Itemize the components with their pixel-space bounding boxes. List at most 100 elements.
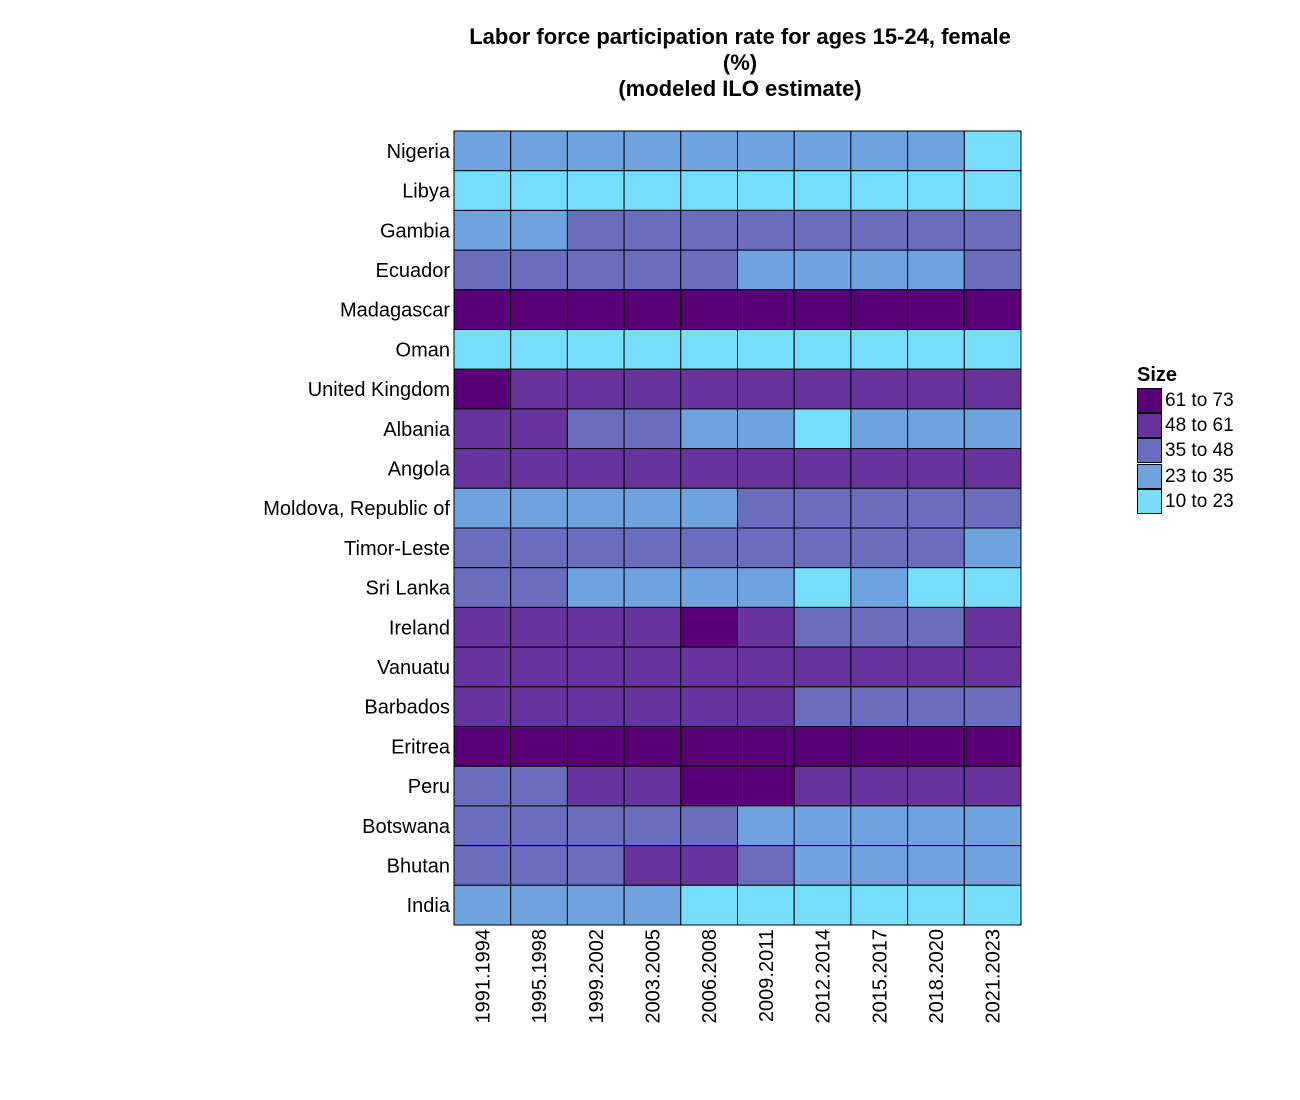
heatmap-cell: Sri Lanka 2021.2023: 10 to 23	[963, 567, 1022, 608]
legend-label: 23 to 35	[1165, 465, 1234, 487]
heatmap-cell: Angola 1991.1994: 48 to 61	[453, 448, 512, 489]
heatmap-cell: Vanuatu 2012.2014: 48 to 61	[793, 646, 852, 688]
heatmap-cell: United Kingdom 1991.1994: 61 to 73	[453, 368, 512, 410]
heatmap-cell: Timor-Leste 2018.2020: 35 to 48	[907, 527, 965, 569]
x-tick-label: 2006.2008	[699, 929, 721, 1024]
heatmap-cell: Angola 2003.2005: 48 to 61	[623, 448, 682, 489]
heatmap-cell: Eritrea 1995.1998: 61 to 73	[510, 726, 568, 767]
heatmap-cell: Nigeria 1999.2002: 23 to 35	[566, 130, 625, 172]
heatmap-cell: Albania 2021.2023: 23 to 35	[963, 408, 1022, 450]
heatmap-cell: Eritrea 2018.2020: 61 to 73	[907, 726, 965, 767]
y-tick-label: Gambia	[380, 220, 451, 242]
heatmap-cell: Vanuatu 1999.2002: 48 to 61	[566, 646, 625, 688]
heatmap-cell: Madagascar 2009.2011: 61 to 73	[737, 289, 795, 330]
y-tick-label: Moldova, Republic of	[263, 498, 450, 520]
legend-item: 61 to 73	[1137, 388, 1234, 413]
heatmap-cell: Sri Lanka 2012.2014: 10 to 23	[793, 567, 852, 608]
heatmap-cell: Albania 2018.2020: 23 to 35	[907, 408, 965, 450]
y-tick-label: Ireland	[389, 617, 450, 639]
heatmap-cell: India 2015.2017: 10 to 23	[850, 884, 909, 926]
heatmap-cell: Peru 2006.2008: 61 to 73	[680, 765, 738, 807]
heatmap-cell: India 2006.2008: 10 to 23	[680, 884, 738, 926]
x-tick-label: 2018.2020	[926, 929, 948, 1024]
heatmap-cell: Albania 1991.1994: 48 to 61	[453, 408, 512, 450]
heatmap-cell: Sri Lanka 1995.1998: 35 to 48	[510, 567, 568, 608]
heatmap-cell: Oman 2006.2008: 10 to 23	[680, 329, 738, 370]
heatmap-cell: Oman 1999.2002: 10 to 23	[566, 329, 625, 370]
chart-title-line-2: (%)	[722, 50, 758, 75]
heatmap-cell: Bhutan 1995.1998: 35 to 48	[510, 845, 568, 886]
heatmap-cell: Moldova, Republic of 2018.2020: 35 to 48	[907, 487, 965, 529]
heatmap-cell: United Kingdom 1995.1998: 48 to 61	[510, 368, 568, 410]
heatmap-cell: Madagascar 2018.2020: 61 to 73	[907, 289, 965, 330]
heatmap-cell: Bhutan 2006.2008: 48 to 61	[680, 845, 738, 886]
heatmap-cell: Bhutan 2009.2011: 35 to 48	[737, 845, 795, 886]
heatmap-cell: United Kingdom 1999.2002: 48 to 61	[566, 368, 625, 410]
heatmap-cell: Timor-Leste 1995.1998: 35 to 48	[510, 527, 568, 569]
heatmap-cell: Moldova, Republic of 2015.2017: 35 to 48	[850, 487, 909, 529]
heatmap-cell: Barbados 2021.2023: 35 to 48	[963, 686, 1022, 727]
heatmap-cell: Peru 2009.2011: 61 to 73	[737, 765, 795, 807]
heatmap-cell: Timor-Leste 1991.1994: 35 to 48	[453, 527, 512, 569]
heatmap-cell: Barbados 2018.2020: 35 to 48	[907, 686, 965, 727]
heatmap-cell: Bhutan 2012.2014: 23 to 35	[793, 845, 852, 886]
heatmap-cell: India 2003.2005: 23 to 35	[623, 884, 682, 926]
heatmap-cell: Libya 2021.2023: 10 to 23	[963, 170, 1022, 211]
heatmap-cell: Madagascar 1991.1994: 61 to 73	[453, 289, 512, 330]
heatmap-cell: Eritrea 2021.2023: 61 to 73	[963, 726, 1022, 767]
heatmap-cell: Moldova, Republic of 1999.2002: 23 to 35	[566, 487, 625, 529]
heatmap-cell: Eritrea 2015.2017: 61 to 73	[850, 726, 909, 767]
heatmap-cell: Barbados 1995.1998: 48 to 61	[510, 686, 568, 727]
heatmap-cell: Nigeria 2003.2005: 23 to 35	[623, 130, 682, 172]
legend-item: 35 to 48	[1137, 438, 1234, 463]
heatmap-cell: Madagascar 2006.2008: 61 to 73	[680, 289, 738, 330]
heatmap-cell: Angola 2018.2020: 48 to 61	[907, 448, 965, 489]
heatmap-cell: Eritrea 1991.1994: 61 to 73	[453, 726, 512, 767]
heatmap-cell: Moldova, Republic of 2012.2014: 35 to 48	[793, 487, 852, 529]
heatmap-cell: Barbados 2003.2005: 48 to 61	[623, 686, 682, 727]
heatmap-cell: India 1999.2002: 23 to 35	[566, 884, 625, 926]
heatmap-cell: Angola 2021.2023: 48 to 61	[963, 448, 1022, 489]
y-tick-label: Bhutan	[387, 855, 450, 877]
heatmap-cell: United Kingdom 2012.2014: 48 to 61	[793, 368, 852, 410]
heatmap-cell: Ecuador 2015.2017: 23 to 35	[850, 249, 909, 291]
y-tick-label: Sri Lanka	[366, 578, 451, 600]
heatmap-cell: Peru 2021.2023: 48 to 61	[963, 765, 1022, 807]
heatmap-cell: Eritrea 2009.2011: 61 to 73	[737, 726, 795, 767]
chart-title-line-3: (modeled ILO estimate)	[618, 76, 862, 101]
heatmap-cell: Moldova, Republic of 2006.2008: 23 to 35	[680, 487, 738, 529]
y-tick-label: Vanuatu	[377, 657, 450, 679]
heatmap-cell: Libya 1991.1994: 10 to 23	[453, 170, 512, 211]
heatmap-cell: Eritrea 2006.2008: 61 to 73	[680, 726, 738, 767]
heatmap-cell: Sri Lanka 1991.1994: 35 to 48	[453, 567, 512, 608]
heatmap-cell: Albania 2015.2017: 23 to 35	[850, 408, 909, 450]
heatmap-cell: Botswana 1991.1994: 35 to 48	[453, 805, 512, 847]
heatmap-cell: Botswana 2006.2008: 35 to 48	[680, 805, 738, 847]
heatmap-cell: Timor-Leste 2006.2008: 35 to 48	[680, 527, 738, 569]
heatmap-cell: Ireland 2021.2023: 48 to 61	[963, 606, 1022, 648]
heatmap-cell: Oman 2003.2005: 10 to 23	[623, 329, 682, 370]
heatmap-cell: Libya 1999.2002: 10 to 23	[566, 170, 625, 211]
heatmap-cell: Ecuador 1995.1998: 35 to 48	[510, 249, 568, 291]
heatmap-cell: United Kingdom 2015.2017: 48 to 61	[850, 368, 909, 410]
heatmap-cell: Botswana 2003.2005: 35 to 48	[623, 805, 682, 847]
heatmap-cell: India 1991.1994: 23 to 35	[453, 884, 512, 926]
heatmap-cell: Sri Lanka 2003.2005: 23 to 35	[623, 567, 682, 608]
heatmap-cell: Sri Lanka 2009.2011: 23 to 35	[737, 567, 795, 608]
heatmap-cell: Ecuador 1991.1994: 35 to 48	[453, 249, 512, 291]
heatmap-cell: Albania 2009.2011: 23 to 35	[737, 408, 795, 450]
legend-item: 23 to 35	[1137, 464, 1234, 489]
x-tick-label: 2009.2011	[756, 929, 778, 1022]
heatmap-cell: Gambia 2018.2020: 35 to 48	[907, 209, 965, 251]
heatmap-cell: India 1995.1998: 23 to 35	[510, 884, 568, 926]
x-tick-label: 2012.2014	[813, 929, 835, 1024]
heatmap-cell: Libya 1995.1998: 10 to 23	[510, 170, 568, 211]
heatmap-cell: Peru 2018.2020: 48 to 61	[907, 765, 965, 807]
heatmap-cell: Albania 2012.2014: 10 to 23	[793, 408, 852, 450]
heatmap-cell: Vanuatu 2003.2005: 48 to 61	[623, 646, 682, 688]
y-tick-label: United Kingdom	[308, 379, 450, 401]
heatmap-cell: Nigeria 2021.2023: 10 to 23	[963, 130, 1022, 172]
heatmap-cell: United Kingdom 2003.2005: 48 to 61	[623, 368, 682, 410]
heatmap-cell: Timor-Leste 2009.2011: 35 to 48	[737, 527, 795, 569]
x-tick-label: 1999.2002	[586, 929, 608, 1024]
